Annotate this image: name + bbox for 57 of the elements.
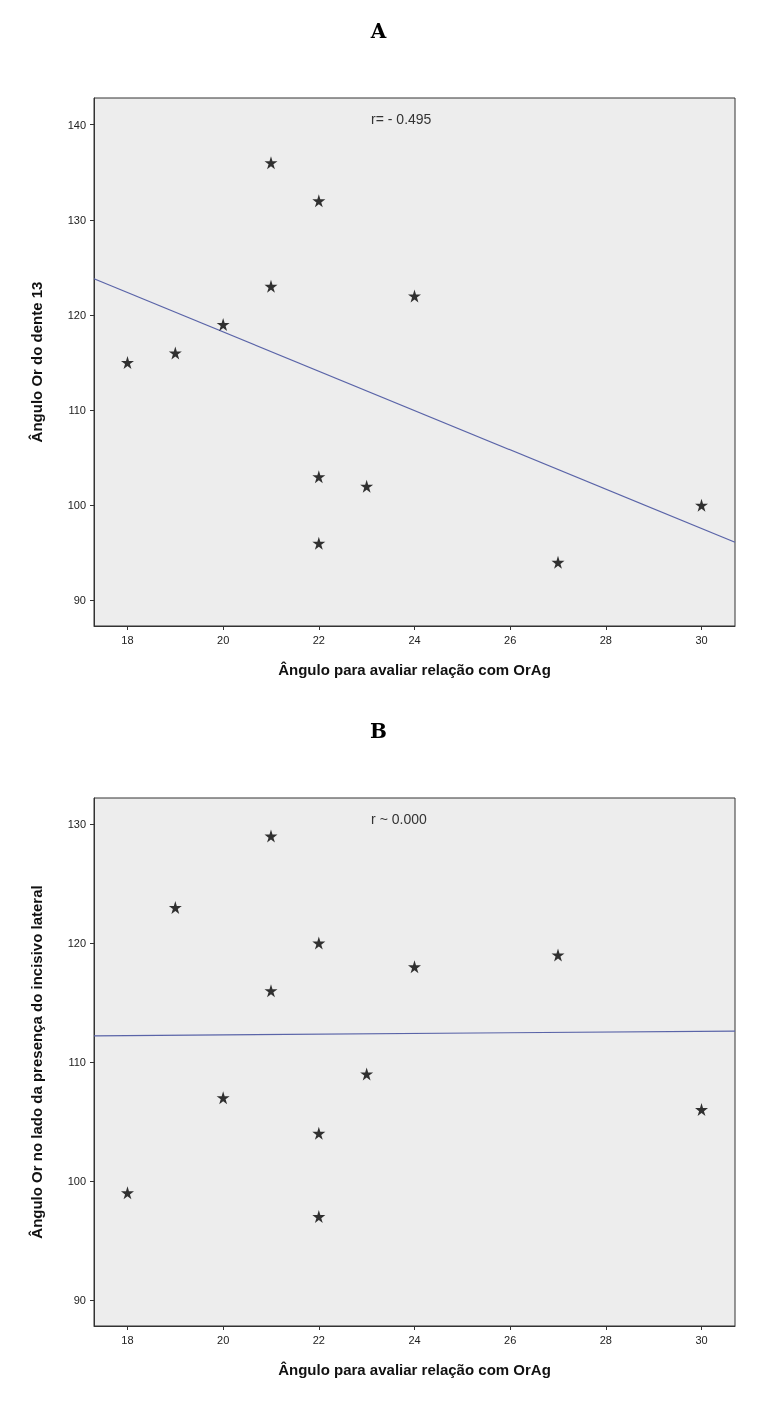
point xyxy=(312,1126,326,1140)
point xyxy=(216,1091,230,1105)
point xyxy=(695,1103,709,1117)
x-tick-label: 26 xyxy=(504,633,517,646)
y-tick-label: 90 xyxy=(73,594,86,607)
x-tick-label: 22 xyxy=(312,633,325,646)
x-tick-label: 26 xyxy=(504,1333,517,1346)
point xyxy=(264,984,278,998)
point xyxy=(312,194,326,208)
y-tick-label: 110 xyxy=(68,404,86,417)
point xyxy=(695,498,709,512)
annotation: r ~ 0.000 xyxy=(371,811,427,827)
point xyxy=(408,289,421,303)
y-tick-label: 120 xyxy=(67,937,86,950)
point xyxy=(168,900,182,914)
x-tick-label: 28 xyxy=(599,633,612,646)
point xyxy=(264,156,278,170)
point xyxy=(312,1210,326,1224)
y-tick-label: 110 xyxy=(68,1056,86,1068)
point xyxy=(360,1067,374,1081)
chart-title: B xyxy=(370,719,387,743)
x-tick-label: 18 xyxy=(121,1333,134,1346)
x-tick-label: 30 xyxy=(695,1333,708,1346)
point xyxy=(264,279,278,293)
point xyxy=(168,346,182,360)
y-tick-label: 90 xyxy=(73,1293,86,1306)
point xyxy=(551,555,565,569)
y-tick-label: 100 xyxy=(67,1174,86,1187)
point xyxy=(120,1186,134,1200)
y-tick-label: 130 xyxy=(67,213,86,226)
y-tick-label: 120 xyxy=(67,308,86,321)
x-tick-label: 20 xyxy=(217,1333,230,1346)
x-tick-label: 24 xyxy=(408,1333,421,1346)
chart-title: A xyxy=(369,19,387,43)
x-axis-title: Ângulo para avaliar relação com OrAg xyxy=(278,1361,551,1378)
annotation: r= - 0.495 xyxy=(371,111,432,127)
x-tick-label: 24 xyxy=(408,633,421,646)
x-tick-label: 28 xyxy=(599,1333,612,1346)
point xyxy=(120,355,134,369)
point xyxy=(408,960,421,974)
y-axis-title: Ângulo Or no lado da presença do incisivo lateral xyxy=(28,885,45,1239)
y-tick-label: 130 xyxy=(67,818,86,831)
x-tick-label: 22 xyxy=(312,1333,325,1346)
x-tick-label: 20 xyxy=(217,633,230,646)
y-tick-label: 140 xyxy=(67,118,86,131)
point xyxy=(216,317,230,331)
point xyxy=(312,536,326,550)
point xyxy=(264,829,278,843)
y-axis-title: Ângulo Or do dente 13 xyxy=(28,281,45,443)
x-tick-label: 30 xyxy=(695,633,708,646)
x-axis-title: Ângulo para avaliar relação com OrAg xyxy=(278,661,551,678)
point xyxy=(312,470,326,484)
point xyxy=(360,479,374,493)
point xyxy=(551,948,565,962)
x-tick-label: 18 xyxy=(121,633,134,646)
point xyxy=(312,936,326,950)
y-tick-label: 100 xyxy=(67,499,86,512)
